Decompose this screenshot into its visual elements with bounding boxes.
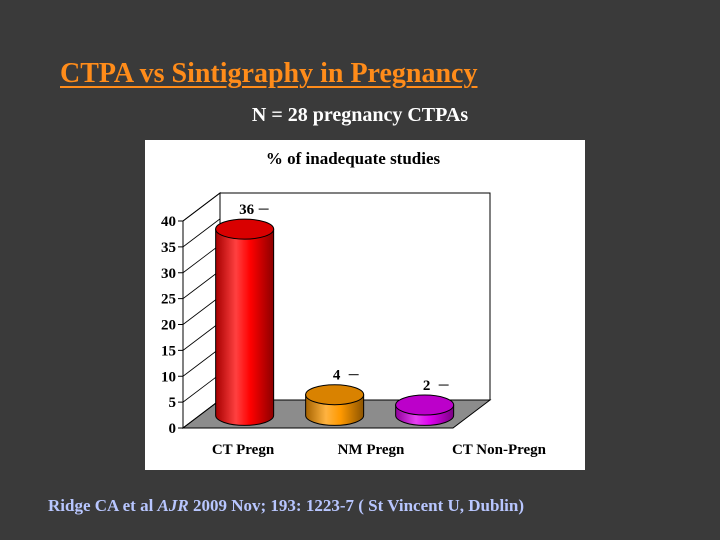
bar-top — [215, 218, 275, 240]
x-category-label: CT Non-Pregn — [452, 442, 547, 458]
x-category-label: NM Pregn — [338, 442, 405, 458]
y-tick-label: 35 — [161, 240, 176, 256]
value-label: 36 — [239, 202, 255, 218]
citation-journal: AJR — [157, 496, 189, 515]
citation: Ridge CA et al AJR 2009 Nov; 193: 1223-7… — [48, 496, 524, 516]
bar-chart: 0 5 10 15 20 25 30 35 40 % of inadequate studies 3… — [161, 149, 547, 458]
bar-top — [395, 394, 455, 416]
citation-details: 2009 Nov; 193: 1223-7 ( St Vincent U, Du… — [192, 496, 525, 515]
slide-subtitle: N = 28 pregnancy CTPAs — [251, 104, 469, 126]
x-category-label: CT Pregn — [212, 442, 275, 458]
y-gridline — [182, 399, 221, 429]
bar-top — [305, 384, 365, 406]
y-tick-label: 30 — [161, 266, 176, 282]
y-gridline — [182, 322, 221, 351]
citation-authors: Ridge CA et al — [48, 496, 154, 515]
value-label: 4 — [333, 368, 341, 384]
y-tick-label: 20 — [161, 318, 176, 334]
y-gridline — [182, 192, 221, 222]
slide-title: CTPA vs Sintigraphy in Pregnancy — [60, 58, 478, 89]
y-gridline — [182, 296, 221, 325]
value-label: 2 — [423, 378, 431, 394]
y-gridline — [182, 270, 221, 299]
chart-title: % of inadequate studies — [266, 149, 441, 168]
bar-body — [215, 228, 275, 426]
y-tick-label: 15 — [161, 343, 176, 359]
y-gridline — [182, 244, 221, 274]
y-gridline — [182, 347, 221, 377]
y-tick-label: 40 — [161, 214, 176, 230]
y-tick-label: 10 — [161, 369, 176, 385]
chart-area: 0 5 10 15 20 25 30 35 40 % of inadequate studies 3… — [145, 140, 585, 470]
y-gridline — [182, 373, 221, 403]
y-tick-label: 5 — [169, 395, 177, 411]
y-gridline — [182, 218, 221, 248]
y-tick-label: 0 — [169, 421, 177, 437]
y-tick-label: 25 — [161, 292, 176, 308]
